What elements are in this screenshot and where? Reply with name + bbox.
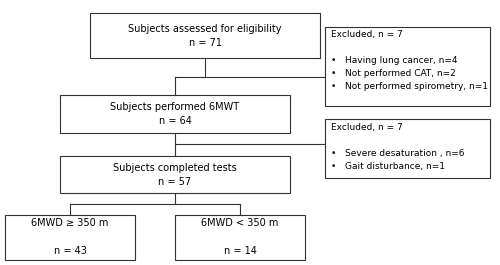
Text: Excluded, n = 7

•   Severe desaturation , n=6
•   Gait disturbance, n=1: Excluded, n = 7 • Severe desaturation , … (331, 123, 464, 171)
FancyBboxPatch shape (60, 156, 290, 193)
Text: Subjects assessed for eligibility
n = 71: Subjects assessed for eligibility n = 71 (128, 24, 282, 48)
FancyBboxPatch shape (175, 215, 305, 260)
FancyBboxPatch shape (90, 13, 320, 58)
FancyBboxPatch shape (60, 95, 290, 132)
Text: 6MWD < 350 m

n = 14: 6MWD < 350 m n = 14 (202, 218, 278, 256)
Text: Subjects completed tests
n = 57: Subjects completed tests n = 57 (113, 163, 237, 187)
FancyBboxPatch shape (325, 119, 490, 178)
FancyBboxPatch shape (5, 215, 135, 260)
Text: Subjects performed 6MWT
n = 64: Subjects performed 6MWT n = 64 (110, 102, 240, 126)
Text: Excluded, n = 7

•   Having lung cancer, n=4
•   Not performed CAT, n=2
•   Not : Excluded, n = 7 • Having lung cancer, n=… (331, 30, 488, 91)
Text: 6MWD ≥ 350 m

n = 43: 6MWD ≥ 350 m n = 43 (32, 218, 108, 256)
FancyBboxPatch shape (325, 26, 490, 106)
